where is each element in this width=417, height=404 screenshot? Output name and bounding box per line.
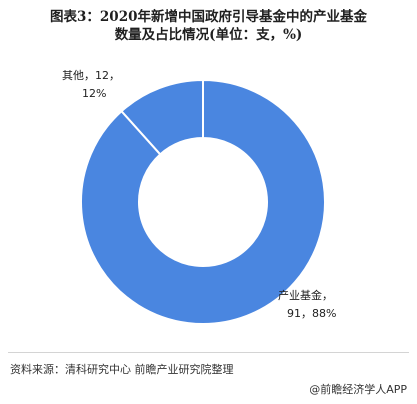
slice-label-other-line-1: 其他，12，: [62, 69, 120, 82]
chart-title: 图表3：2020年新增中国政府引导基金中的产业基金 数量及占比情况(单位：支，%…: [0, 8, 417, 44]
source-note: 资料来源：清科研究中心 前瞻产业研究院整理: [10, 363, 234, 376]
slice-label-industry-line-1: 产业基金，: [278, 288, 333, 302]
footer-divider: [8, 352, 409, 353]
chart-title-line-1: 图表3：2020年新增中国政府引导基金中的产业基金: [50, 9, 367, 25]
brand-watermark: @前瞻经济学人APP: [309, 383, 407, 396]
slice-label-other-line-2: 12%: [82, 87, 106, 100]
chart-title-line-2: 数量及占比情况(单位：支，%): [114, 27, 303, 43]
donut-slices: [80, 78, 326, 325]
slice-industry-fund: [80, 78, 326, 325]
slice-label-industry-line-2: 91，88%: [287, 307, 336, 320]
